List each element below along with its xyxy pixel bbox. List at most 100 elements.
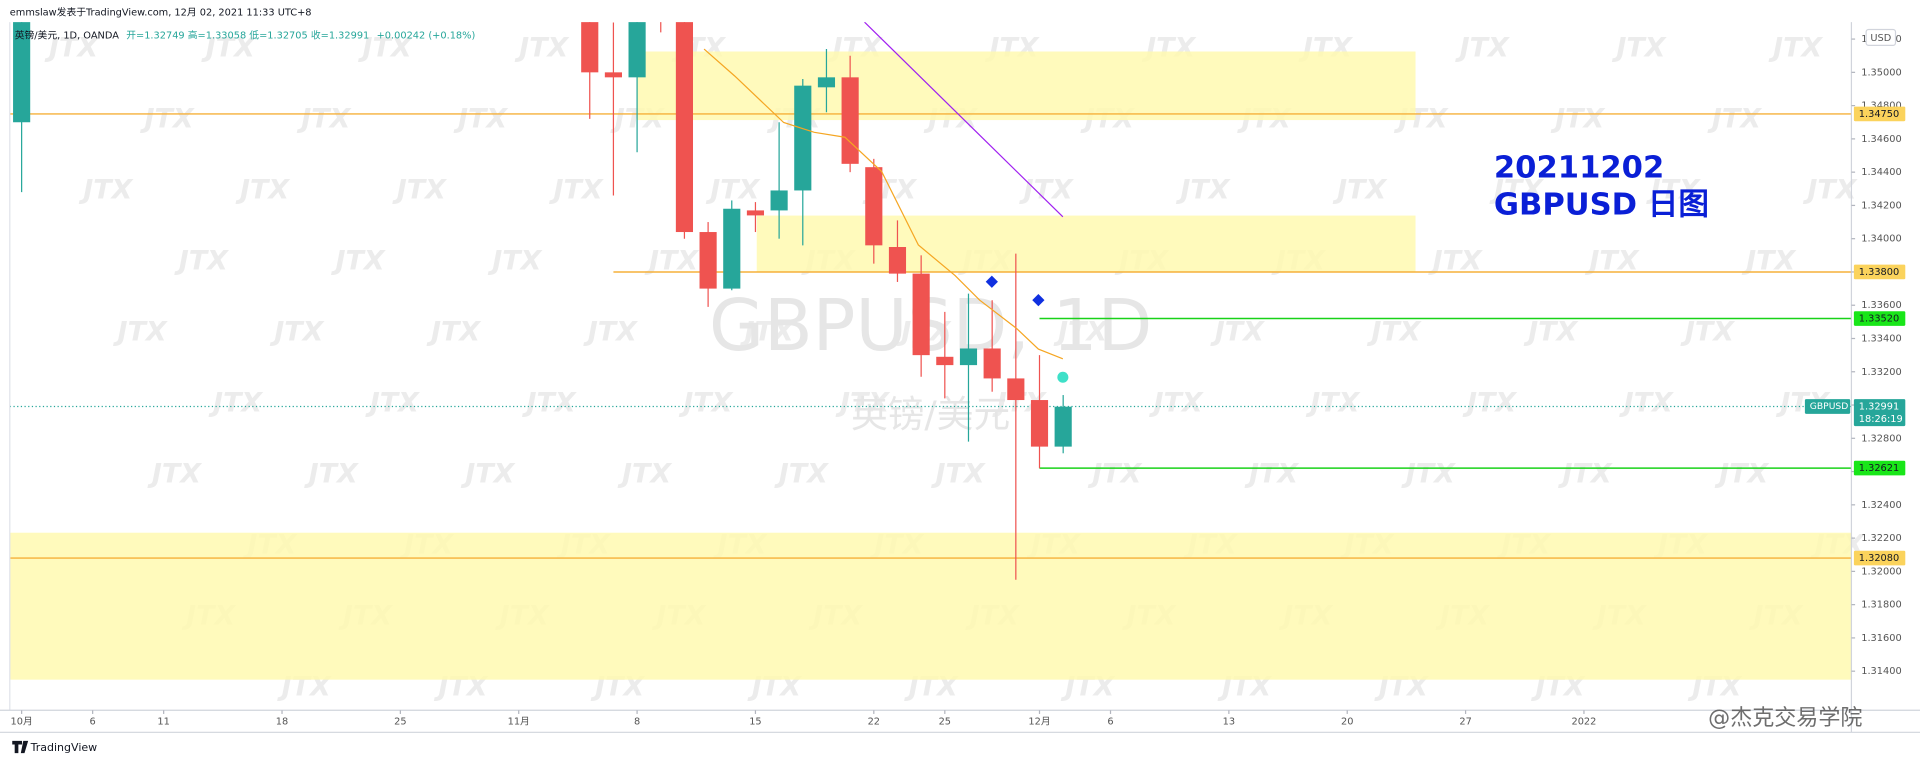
y-tick-label: 1.34600 [1861,134,1901,145]
level-tag [1853,550,1906,566]
candle-body [1007,378,1025,401]
y-tick-label: 1.35000 [1861,67,1901,78]
x-tick-label: 25 [394,716,406,727]
annotation-title: GBPUSD 日图 [1494,187,1709,222]
zones [9,51,1852,680]
candle-body [746,210,765,216]
watermark-jtx: JTX [1366,317,1421,348]
candle-body [675,22,694,233]
x-tick-label: 18 [276,716,288,727]
annotation-date: 20211202 [1494,151,1664,186]
symbol-info: 英镑/美元, 1D, OANDA 开=1.32749 高=1.33058 低=1.… [15,29,476,42]
candle-body [628,22,646,78]
watermark-jtx: JTX [1619,388,1674,419]
x-tick-label: 11月 [508,715,530,727]
y-tick-label: 1.31400 [1861,666,1901,677]
candle-body [983,348,1001,379]
watermark-jtx: JTX [1175,175,1230,206]
credit: @杰克交易学院 [1708,706,1862,731]
x-tick-label: 8 [634,716,640,727]
watermark-jtx: JTX [269,317,324,348]
trend-line [864,22,1064,218]
moving-average [703,48,1064,360]
x-tick-label: 13 [1223,716,1235,727]
x-tick-label: 22 [868,716,880,727]
watermark-jtx: JTX [617,459,672,490]
watermark-jtx: JTX [1401,459,1456,490]
x-tick-label: 25 [939,716,951,727]
watermark-jtx: JTX [304,459,359,490]
candle-body [865,167,883,246]
y-tick-label: 1.32400 [1861,500,1901,511]
symbol-tag [1804,399,1851,414]
level-label: 1.33520 [1859,314,1899,325]
watermark-jtx: JTX [1557,459,1612,490]
countdown-label: 18:26:19 [1859,414,1903,425]
watermark-jtx: JTX [1680,317,1735,348]
x-tick-label: 2022 [1571,716,1596,727]
watermark-jtx: JTX [1550,104,1605,135]
y-tick-label: 1.33400 [1861,333,1901,344]
price-tag [1853,399,1906,427]
watermark-jtx: JTX [705,175,760,206]
watermark-jtx: JTX [1148,388,1203,419]
watermark-jtx: JTX [453,104,508,135]
publisher: emmslaw发表于TradingView.com, 12月 02, 2021 … [10,5,312,18]
symbol-tag-label: GBPUSD [1810,401,1849,412]
supply-zone [636,51,1416,121]
watermark-jtx: JTX [460,459,515,490]
watermark-jtx: JTX [1707,104,1762,135]
candle-body [604,72,622,78]
watermark-jtx: JTX [487,246,542,277]
watermark-jtx: JTX [514,33,569,64]
watermark-jtx: JTX [583,317,638,348]
watermark-jtx: JTX [392,175,447,206]
level-tag [1853,460,1906,476]
watermark-jtx: JTX [331,246,386,277]
watermark-jtx: JTX [1646,175,1701,206]
y-tick-label: 1.31800 [1861,600,1901,611]
candle-body [794,85,812,191]
candle-body [1054,406,1072,447]
watermark-jtx: JTX [357,33,412,64]
level-label: 1.33800 [1859,267,1899,278]
candle-body [888,247,907,274]
candle-body [723,208,741,289]
supply-zone [756,215,1416,272]
candle-body [1030,400,1049,447]
y-tick-label: 1.34200 [1861,200,1901,211]
candle-body [817,77,836,88]
level-tag [1853,264,1906,280]
tv-logo [12,740,29,754]
watermark-jtx: JTX [1768,33,1823,64]
x-tick-label: 6 [1107,716,1113,727]
candle-body [912,273,930,356]
watermark-jtx: JTX [139,104,194,135]
candle-body [770,190,788,211]
watermark-jtx: JTX [296,104,351,135]
plot [9,22,1852,580]
watermark-jtx: JTX [548,175,603,206]
watermark-jtx: JTX [1305,388,1360,419]
level-tag [1853,106,1906,122]
candle-body [841,77,859,164]
watermark-jtx: JTX [44,33,99,64]
marker-circle [1057,371,1069,383]
watermark-jtx: JTX [522,388,577,419]
y-tick-label: 1.31600 [1861,633,1901,644]
currency[interactable]: USD [1870,33,1891,44]
x-tick-label: 12月 [1028,715,1050,727]
currency-box[interactable] [1865,28,1897,46]
watermark-jtx: JTX [235,175,290,206]
watermark-jtx: JTX [147,459,202,490]
axes: 1.31400 1.31600 1.31800 1.32000 1.32200 1.324… [11,34,1906,727]
symbol-watermark: GBPUSD, 1D [709,284,1152,367]
watermark-jtx: JTX [208,388,263,419]
watermark-jtx: JTX [1523,317,1578,348]
watermark-jtx: JTX [774,459,829,490]
candle-body [959,348,978,366]
level-label: 1.32621 [1859,463,1899,474]
y-tick-label: 1.32800 [1861,433,1901,444]
